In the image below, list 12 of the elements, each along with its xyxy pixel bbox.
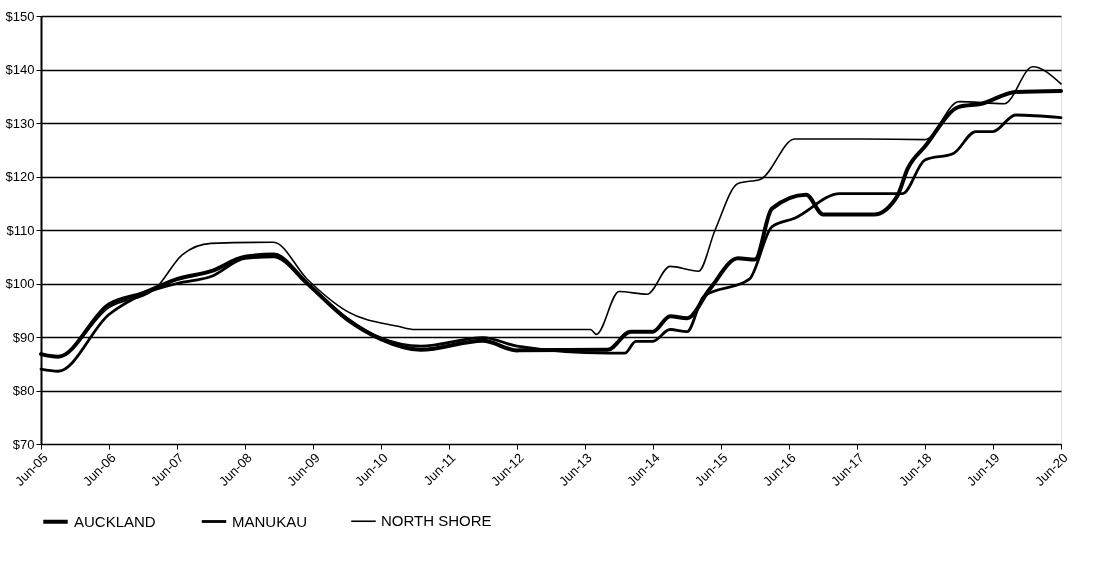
y-tick-label: $80 [12,383,35,398]
y-tick-label: $150 [5,8,35,24]
y-tick-label: $130 [5,115,35,131]
legend-label: MANUKAU [232,512,308,530]
legend-label: AUCKLAND [74,512,156,530]
y-tick-label: $140 [5,62,35,77]
y-tick-label: $120 [5,169,35,184]
y-tick-label: $70 [12,436,35,452]
y-tick-label: $100 [5,276,35,291]
legend-label: NORTH SHORE [381,512,492,530]
y-tick-label: $90 [12,329,35,345]
y-tick-label: $110 [6,222,35,238]
